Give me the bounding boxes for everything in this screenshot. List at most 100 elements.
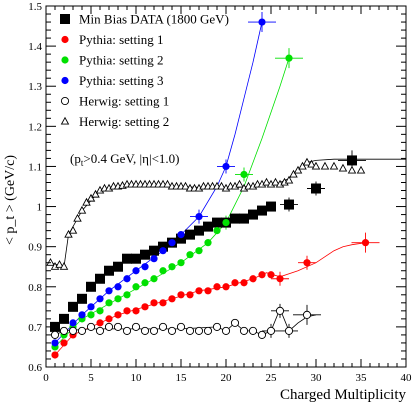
herwig-setting-2-point bbox=[356, 165, 366, 174]
pythia-setting-3-point bbox=[105, 287, 113, 295]
min-bias-data-1800-gev-point bbox=[284, 199, 294, 210]
pythia-setting-1-point bbox=[177, 291, 185, 299]
pythia-setting-1-point bbox=[240, 279, 248, 287]
herwig-setting-1-point bbox=[140, 326, 150, 335]
pythia-setting-2-point bbox=[168, 263, 176, 271]
pythia-setting-3-point bbox=[168, 239, 176, 247]
herwig-setting-2-point bbox=[46, 257, 55, 266]
y-tick-label: 0.6 bbox=[28, 362, 42, 374]
herwig-setting-2-point bbox=[181, 181, 190, 190]
y-tick-label: 0.7 bbox=[28, 322, 42, 334]
pythia-setting-1-point bbox=[231, 279, 239, 287]
min-bias-data-1800-gev-point bbox=[347, 155, 357, 166]
pythia-setting-3-point bbox=[123, 275, 131, 283]
y-tick-label: 1.1 bbox=[28, 161, 42, 173]
pythia-setting-2-point bbox=[213, 227, 221, 235]
y-tick-label: 0.8 bbox=[28, 282, 42, 294]
pythia-setting-2-point bbox=[177, 259, 185, 267]
min-bias-data-1800-gev-point bbox=[203, 221, 213, 232]
herwig-setting-2-point bbox=[235, 179, 244, 188]
y-tick-label: 1.4 bbox=[28, 41, 42, 53]
pythia-setting-2-point bbox=[150, 275, 158, 283]
min-bias-data-1800-gev-point bbox=[194, 225, 204, 236]
pythia-setting-1-point bbox=[123, 307, 131, 315]
legend: Min Bias DATA (1800 GeV) Pythia: setting … bbox=[60, 12, 229, 129]
herwig-setting-1-point bbox=[176, 322, 186, 331]
min-bias-data-1800-gev-point bbox=[104, 265, 114, 276]
axis-ticks: 0 5 10 15 20 25 30 35 40 0.6 0.7 0.8 0.9 1 1.1 1.2 1.3 1.… bbox=[28, 1, 412, 384]
pythia-setting-1-point bbox=[222, 283, 230, 291]
herwig-setting-2-point bbox=[68, 225, 78, 234]
herwig-setting-1-point bbox=[284, 326, 294, 335]
pythia-setting-2-point bbox=[222, 219, 230, 227]
pythia-setting-2-point bbox=[195, 247, 203, 255]
pythia-setting-3-point bbox=[51, 339, 59, 347]
min-bias-data-1800-gev-point bbox=[257, 205, 267, 216]
min-bias-data-1800-gev-point bbox=[311, 183, 321, 194]
pythia-setting-3-point bbox=[96, 295, 104, 303]
x-tick-label: 15 bbox=[176, 372, 188, 384]
herwig-setting-1-point bbox=[185, 326, 195, 335]
pythia-setting-3-point bbox=[114, 283, 122, 291]
herwig-setting-1-point bbox=[95, 326, 105, 335]
herwig-setting-2-point bbox=[311, 161, 321, 170]
pythia-setting-2-point bbox=[240, 170, 248, 179]
herwig-setting-1-point bbox=[230, 318, 240, 327]
min-bias-data-1800-gev-point bbox=[122, 253, 132, 264]
min-bias-data-1800-gev-point bbox=[86, 281, 96, 292]
x-tick-label: 5 bbox=[88, 372, 94, 384]
pythia-setting-1-point bbox=[249, 275, 257, 283]
pythia-setting-1-point bbox=[303, 259, 311, 267]
legend-label-herwig-setting-1: Herwig: setting 1 bbox=[79, 94, 169, 109]
min-bias-data-1800-gev-point bbox=[95, 273, 105, 284]
herwig-setting-2-point bbox=[82, 197, 91, 206]
pythia-setting-2-point bbox=[105, 299, 113, 307]
herwig-setting-1-point bbox=[203, 326, 213, 335]
herwig-setting-1-point bbox=[221, 326, 231, 335]
herwig-setting-1-point bbox=[77, 326, 87, 335]
legend-marker-herwig-setting-2 bbox=[60, 116, 70, 125]
legend-label-pythia-setting-3: Pythia: setting 3 bbox=[79, 73, 164, 88]
min-bias-data-1800-gev-point bbox=[185, 229, 195, 240]
pythia-setting-2-point bbox=[186, 251, 194, 259]
pythia-setting-1-point bbox=[276, 275, 284, 283]
min-bias-data-1800-gev-point bbox=[176, 233, 186, 244]
x-tick-label: 30 bbox=[311, 372, 323, 384]
pythia-setting-1-point bbox=[132, 307, 140, 315]
min-bias-data-1800-gev-point bbox=[131, 253, 141, 264]
herwig-setting-1-point bbox=[239, 326, 249, 335]
herwig-setting-2-point bbox=[86, 193, 96, 202]
pythia-setting-3-point bbox=[159, 247, 167, 255]
pythia-setting-3-point bbox=[87, 303, 95, 311]
legend-label-pythia-setting-1: Pythia: setting 1 bbox=[79, 32, 164, 47]
legend-label-pythia-setting-2: Pythia: setting 2 bbox=[79, 53, 164, 68]
legend-marker-herwig-setting-1 bbox=[60, 96, 70, 106]
min-bias-data-1800-gev-point bbox=[59, 313, 69, 324]
herwig-setting-1-point bbox=[275, 306, 285, 315]
herwig-setting-2-point bbox=[329, 161, 339, 170]
x-tick-label: 10 bbox=[131, 372, 143, 384]
pythia-setting-3-point bbox=[258, 18, 266, 26]
cut-annotation: (pt>0.4 GeV, |η|<1.0) bbox=[70, 151, 179, 168]
x-tick-label: 20 bbox=[221, 372, 233, 384]
pythia-setting-3-point bbox=[69, 319, 77, 327]
herwig-setting-2-point bbox=[77, 205, 87, 214]
herwig-setting-2-point bbox=[298, 161, 307, 170]
pythia-setting-1-point bbox=[51, 351, 59, 359]
herwig-setting-2-point bbox=[64, 229, 73, 238]
pythia-setting-1-point bbox=[168, 295, 176, 303]
pythia-setting-2-point bbox=[87, 311, 95, 319]
y-tick-label: 1.2 bbox=[28, 121, 42, 133]
y-tick-label: 1.5 bbox=[28, 1, 42, 13]
pythia-setting-1-point bbox=[159, 299, 167, 307]
pythia-setting-1-point bbox=[361, 239, 370, 247]
herwig-setting-1-point bbox=[158, 322, 168, 331]
pythia-setting-2-point bbox=[123, 291, 131, 299]
x-tick-label: 0 bbox=[43, 372, 49, 384]
pythia-setting-3-point bbox=[150, 255, 158, 263]
y-tick-label: 1 bbox=[37, 202, 43, 214]
herwig-setting-1-point bbox=[104, 322, 114, 331]
herwig-setting-1-point bbox=[113, 322, 123, 331]
data-markers bbox=[46, 18, 370, 359]
